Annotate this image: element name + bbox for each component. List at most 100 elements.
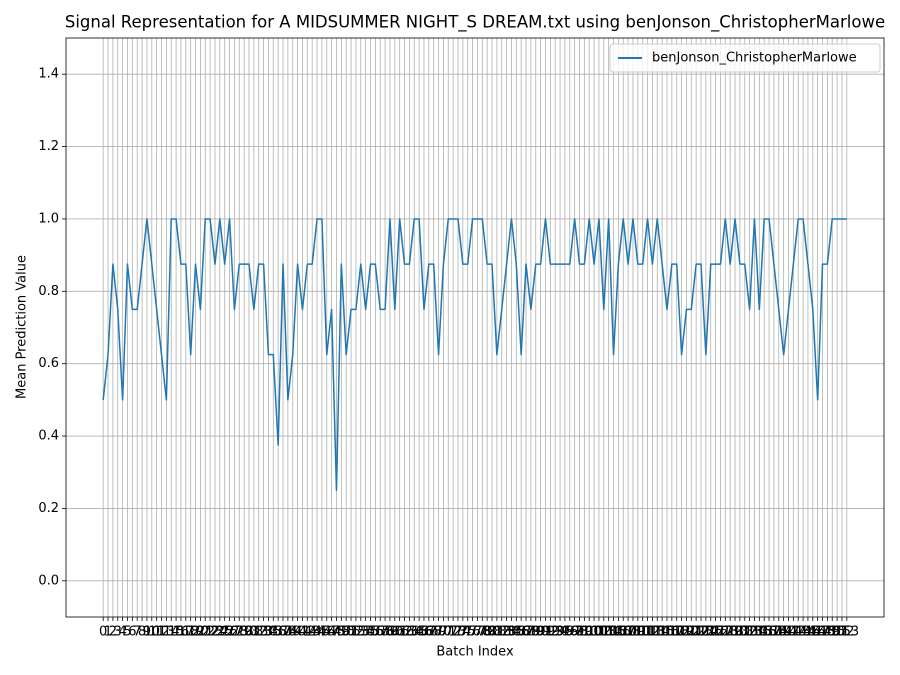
x-tick-label: 11 xyxy=(148,625,165,640)
x-tick-label: 142 xyxy=(781,625,806,640)
x-tick-label: 107 xyxy=(611,625,636,640)
chart-title: Signal Representation for A MIDSUMMER NI… xyxy=(65,13,885,33)
x-tick-label: 54 xyxy=(357,625,374,640)
plot-frame xyxy=(65,37,885,618)
x-tick-label: 44 xyxy=(309,625,326,640)
x-tick-label: 14 xyxy=(163,625,180,640)
data-line xyxy=(102,218,847,492)
x-tick-label: 153 xyxy=(834,625,859,640)
y-axis-label: Mean Prediction Value xyxy=(15,255,30,399)
x-tick-label: 30 xyxy=(241,625,258,640)
x-tick-label: 101 xyxy=(582,625,607,640)
legend: benJonson_ChristopherMarlowe xyxy=(609,43,881,73)
x-tick-label: 73 xyxy=(450,625,467,640)
x-tick-label: 134 xyxy=(742,625,767,640)
x-tick-label: 87 xyxy=(518,625,535,640)
x-tick-label: 132 xyxy=(732,625,757,640)
x-tick-label: 65 xyxy=(411,625,428,640)
x-tick-label: 37 xyxy=(275,625,292,640)
x-tick-label: 58 xyxy=(377,625,394,640)
x-tick-label: 6 xyxy=(128,625,136,640)
legend-box xyxy=(609,43,881,73)
x-tick-label: 45 xyxy=(314,625,331,640)
x-tick-label: 91 xyxy=(537,625,554,640)
x-tick-label: 143 xyxy=(786,625,811,640)
x-tick-label: 56 xyxy=(367,625,384,640)
x-tick-label: 102 xyxy=(587,625,612,640)
x-tick-label: 131 xyxy=(727,625,752,640)
x-tick-label: 33 xyxy=(255,625,272,640)
x-tick-label: 86 xyxy=(513,625,530,640)
x-tick-label: 12 xyxy=(153,625,170,640)
x-tick-label: 114 xyxy=(645,625,670,640)
x-tick-label: 105 xyxy=(601,625,626,640)
x-tick-label: 41 xyxy=(294,625,311,640)
x-tick-label: 10 xyxy=(144,625,161,640)
x-tick-label: 47 xyxy=(323,625,340,640)
x-tick-label: 136 xyxy=(752,625,777,640)
x-tick-label: 124 xyxy=(693,625,718,640)
x-tick-label: 103 xyxy=(591,625,616,640)
x-tick-label: 17 xyxy=(178,625,195,640)
x-tick-label: 24 xyxy=(212,625,229,640)
x-tick-label: 72 xyxy=(445,625,462,640)
y-tick-label: 0.4 xyxy=(38,429,59,444)
x-tick-label: 76 xyxy=(464,625,481,640)
x-tick-label: 27 xyxy=(226,625,243,640)
x-tick-label: 40 xyxy=(289,625,306,640)
x-tick-label: 57 xyxy=(372,625,389,640)
x-tick-label: 119 xyxy=(669,625,694,640)
x-tick-label: 139 xyxy=(766,625,791,640)
x-tick-label: 38 xyxy=(280,625,297,640)
x-tick-label: 8 xyxy=(138,625,146,640)
x-tick-label: 15 xyxy=(168,625,185,640)
x-tick-label: 111 xyxy=(630,625,655,640)
x-tick-label: 2 xyxy=(109,625,117,640)
x-tick-label: 133 xyxy=(737,625,762,640)
y-tick-label: 0.8 xyxy=(38,284,59,299)
x-tick-label: 84 xyxy=(503,625,520,640)
x-tick-label: 16 xyxy=(173,625,190,640)
x-tick-label: 50 xyxy=(338,625,355,640)
x-tick-label: 46 xyxy=(318,625,335,640)
x-tick-label: 19 xyxy=(187,625,204,640)
x-tick-label: 32 xyxy=(250,625,267,640)
x-tick-label: 60 xyxy=(387,625,404,640)
x-tick-label: 80 xyxy=(484,625,501,640)
x-tick-label: 116 xyxy=(655,625,680,640)
x-tick-label: 94 xyxy=(552,625,569,640)
x-tick-label: 117 xyxy=(659,625,684,640)
x-tick-label: 122 xyxy=(684,625,709,640)
x-tick-label: 42 xyxy=(299,625,316,640)
x-tick-label: 39 xyxy=(284,625,301,640)
y-tick-label: 0.0 xyxy=(38,573,59,588)
x-tick-label: 93 xyxy=(547,625,564,640)
x-tick-label: 146 xyxy=(800,625,825,640)
x-tick-label: 98 xyxy=(571,625,588,640)
x-tick-label: 141 xyxy=(776,625,801,640)
x-tick-label: 18 xyxy=(182,625,199,640)
x-tick-label: 7 xyxy=(133,625,141,640)
x-tick-label: 5 xyxy=(123,625,131,640)
x-tick-label: 152 xyxy=(830,625,855,640)
x-tick-label: 29 xyxy=(236,625,253,640)
x-tick-label: 90 xyxy=(532,625,549,640)
x-tick-label: 75 xyxy=(459,625,476,640)
y-tick-label: 0.2 xyxy=(38,501,59,516)
x-tick-label: 85 xyxy=(508,625,525,640)
x-tick-label: 53 xyxy=(353,625,370,640)
x-tick-label: 9 xyxy=(143,625,151,640)
x-tick-label: 148 xyxy=(810,625,835,640)
x-tick-label: 49 xyxy=(333,625,350,640)
x-tick-label: 34 xyxy=(260,625,277,640)
x-tick-label: 68 xyxy=(425,625,442,640)
x-tick-label: 108 xyxy=(616,625,641,640)
x-tick-label: 69 xyxy=(430,625,447,640)
x-tick-label: 81 xyxy=(489,625,506,640)
x-tick-label: 51 xyxy=(343,625,360,640)
x-tick-label: 104 xyxy=(596,625,621,640)
x-tick-label: 63 xyxy=(401,625,418,640)
x-tick-label: 74 xyxy=(455,625,472,640)
x-tick-label: 100 xyxy=(577,625,602,640)
x-tick-label: 140 xyxy=(771,625,796,640)
